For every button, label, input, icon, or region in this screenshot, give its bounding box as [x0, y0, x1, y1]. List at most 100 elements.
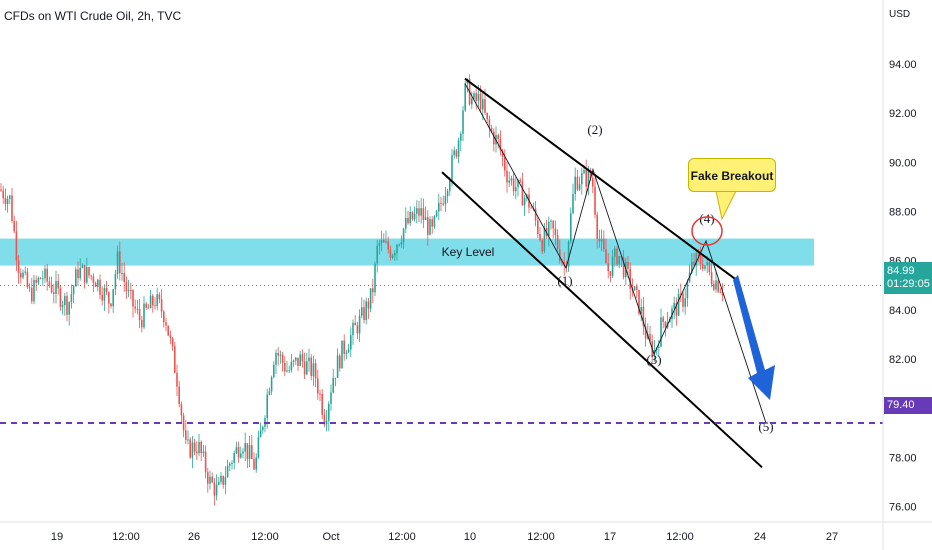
candle-body	[369, 288, 372, 309]
candle-body	[471, 98, 473, 105]
candle-body	[411, 212, 414, 220]
candle-body	[198, 441, 200, 454]
candle-body	[224, 477, 227, 485]
candle-body	[693, 261, 695, 266]
candle-body	[275, 352, 277, 365]
candle-body	[482, 99, 484, 110]
candle-body	[35, 280, 37, 283]
candle-body	[86, 267, 88, 283]
candle-body	[345, 352, 348, 354]
candle-body	[710, 272, 713, 284]
candle-body	[413, 213, 416, 220]
candle-body	[121, 273, 123, 275]
candle-body	[556, 235, 559, 249]
candle-body	[279, 354, 282, 356]
fake-breakout-callout[interactable]: Fake Breakout	[688, 158, 776, 192]
drawings: (1) (2) (3) (4) (5)	[0, 77, 883, 469]
candle-body	[633, 286, 636, 291]
candle-body	[530, 207, 532, 209]
candle-body	[242, 451, 244, 454]
candle-body	[383, 239, 385, 243]
candle-body	[581, 173, 583, 185]
candle-body	[165, 322, 167, 326]
candle-body	[336, 355, 339, 378]
candle-body	[308, 357, 310, 362]
candle-body	[451, 155, 453, 181]
candle-body	[290, 361, 293, 371]
candle-body	[508, 180, 510, 183]
elliott-wave-path[interactable]	[464, 83, 767, 424]
channel-lower-line[interactable]	[441, 171, 763, 469]
candle-body	[499, 139, 502, 151]
candle-body	[719, 291, 722, 293]
candle-body	[691, 261, 693, 273]
candle-body	[702, 264, 704, 269]
candle-body	[77, 269, 79, 279]
candle-body	[88, 267, 90, 276]
candle-body	[213, 482, 216, 496]
candle-body	[607, 263, 609, 272]
candle-body	[396, 244, 398, 253]
candle-body	[207, 472, 209, 484]
candle-body	[598, 238, 601, 242]
candle-body	[75, 269, 77, 287]
candle-body	[515, 187, 517, 192]
candle-body	[385, 241, 387, 243]
channel-upper-line[interactable]	[464, 77, 738, 282]
candle-body	[519, 179, 521, 182]
candle-body	[649, 334, 651, 342]
candle-body	[105, 288, 108, 293]
candle-body	[163, 311, 165, 323]
candle-body	[53, 292, 55, 294]
candle-body	[211, 476, 213, 483]
candle-body	[222, 475, 224, 485]
level-price-tag: 79.40	[884, 397, 932, 414]
candle-body	[81, 265, 84, 268]
candle-body	[277, 352, 279, 356]
candle-body	[110, 303, 112, 307]
candle-body	[363, 307, 365, 321]
candle-body	[609, 271, 612, 276]
candle-body	[361, 307, 363, 316]
candle-body	[433, 216, 436, 227]
candle-body	[347, 349, 350, 353]
candle-body	[572, 194, 574, 214]
time-tick-label: 12:00	[251, 531, 279, 543]
candle-body	[180, 404, 183, 416]
candle-body	[523, 198, 526, 206]
candle-body	[391, 255, 394, 258]
candle-body	[497, 135, 499, 140]
candle-body	[0, 189, 2, 191]
candle-body	[90, 275, 92, 277]
key-level-zone[interactable]	[0, 238, 814, 266]
candle-body	[589, 170, 592, 179]
candle-body	[660, 317, 662, 347]
candle-body	[15, 231, 18, 261]
candle-body	[156, 294, 158, 306]
candle-body	[319, 393, 321, 395]
candle-body	[42, 278, 44, 280]
fake-breakout-circle[interactable]	[691, 216, 723, 246]
candle-body	[288, 370, 290, 372]
candle-body	[398, 244, 400, 246]
candle-body	[559, 248, 561, 262]
candle-body	[658, 346, 660, 348]
candle-body	[341, 340, 343, 369]
candle-body	[721, 292, 724, 296]
candle-body	[354, 322, 356, 326]
candle-body	[72, 286, 75, 295]
forecast-arrow[interactable]	[733, 275, 775, 400]
candle-body	[704, 265, 706, 269]
candle-body	[578, 184, 581, 190]
candle-body	[59, 288, 62, 307]
candle-body	[477, 93, 480, 101]
candle-body	[273, 364, 275, 378]
candle-body	[376, 245, 378, 264]
candle-body	[125, 282, 128, 292]
candle-body	[284, 362, 286, 372]
candle-body	[358, 315, 361, 334]
candle-body	[248, 445, 251, 459]
candle-body	[193, 442, 196, 452]
time-tick-label: 24	[754, 531, 766, 543]
